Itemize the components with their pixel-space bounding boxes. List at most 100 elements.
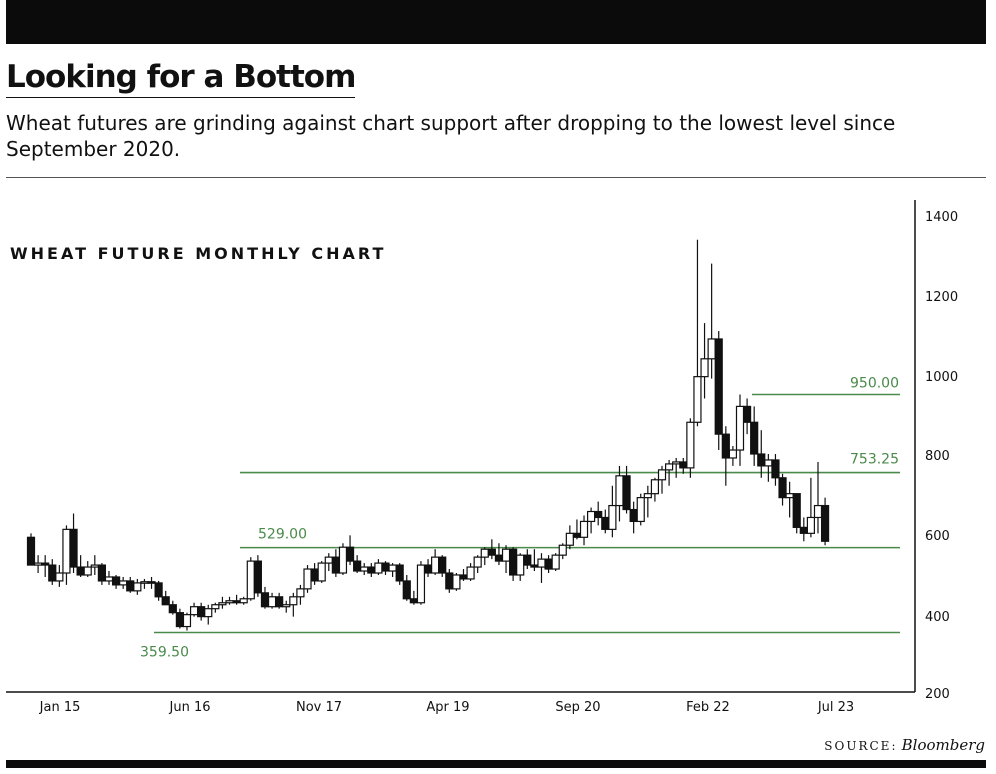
candle (601, 509, 610, 534)
candle (317, 561, 326, 583)
candle (275, 592, 284, 609)
candle-body (672, 461, 681, 465)
candle (473, 555, 482, 573)
candle (140, 578, 149, 589)
candle-body (700, 358, 709, 378)
candle-body (679, 461, 688, 469)
candle-body (360, 566, 369, 572)
candle (565, 525, 574, 550)
candle-body (154, 582, 163, 598)
candle (608, 485, 617, 538)
candle-body (225, 600, 234, 604)
candle-body (721, 433, 730, 459)
candle (395, 563, 404, 585)
candle (374, 559, 383, 575)
candle-body (83, 566, 92, 576)
candle-body (119, 580, 128, 586)
candle (650, 477, 660, 502)
candle (572, 519, 582, 540)
candle-body (367, 566, 376, 574)
candle-body (714, 338, 723, 435)
candle-body (338, 546, 348, 574)
candle-body (48, 564, 57, 582)
candle-body (345, 546, 355, 562)
candle-body (41, 562, 50, 566)
candle-body (55, 572, 64, 582)
candle (452, 573, 461, 591)
candle-body (267, 596, 277, 608)
candle-body (197, 606, 206, 618)
candle (26, 533, 36, 566)
candle-body (275, 596, 284, 608)
candle (757, 430, 766, 478)
candle (104, 571, 114, 585)
candle-body (785, 493, 794, 499)
candle (154, 580, 163, 601)
candle (119, 576, 128, 589)
candle-body (218, 602, 227, 606)
candle-body (289, 596, 298, 606)
candle-body (246, 560, 255, 600)
candle (289, 592, 298, 617)
candle (69, 513, 78, 573)
candle (296, 584, 305, 605)
candle (509, 547, 518, 581)
candle-body (310, 568, 319, 582)
candle-body (771, 459, 780, 479)
candle-body (282, 604, 291, 608)
candle-body (657, 469, 667, 481)
candle-body (90, 564, 99, 568)
candle-body (466, 566, 475, 580)
y-tick-label: 1400 (925, 210, 958, 225)
candle (693, 239, 702, 427)
candle (353, 555, 362, 573)
x-tick-label: Sep 20 (555, 700, 600, 715)
candle (416, 561, 426, 605)
candle (579, 515, 589, 546)
y-tick-label: 1200 (925, 290, 958, 305)
candle (431, 549, 440, 575)
candle-body (317, 562, 326, 582)
candle (55, 565, 64, 587)
top-bar (6, 0, 986, 44)
candle (501, 545, 511, 573)
candle-body (232, 600, 241, 604)
candle-body (423, 564, 433, 574)
candle (587, 507, 596, 534)
candle (622, 465, 631, 514)
candle-body (76, 566, 85, 576)
candle (133, 578, 142, 595)
candle-body (558, 544, 567, 556)
candle-body (204, 608, 213, 618)
candle (551, 553, 560, 572)
chart-title: WHEAT FUTURE MONTHLY CHART (10, 244, 387, 263)
candle (558, 543, 567, 560)
candle-body (806, 516, 816, 534)
page-title: Looking for a Bottom (6, 58, 356, 98)
candle (721, 426, 730, 486)
candle (487, 539, 496, 560)
candle (799, 517, 808, 542)
candle-body (523, 554, 532, 566)
candle-body (388, 564, 397, 572)
candle-body (175, 612, 184, 628)
candle (679, 457, 688, 474)
candle-body (650, 479, 660, 495)
candle-body (381, 562, 390, 572)
candle (345, 535, 355, 566)
candle-body (189, 606, 199, 616)
candle (111, 574, 121, 589)
y-axis-ticks: 1400 1200 1000 800 600 400 200 (925, 210, 958, 702)
candle-body (813, 504, 823, 519)
candle (161, 590, 170, 606)
page-subtitle: Wheat futures are grinding against chart… (6, 111, 896, 161)
candle (282, 600, 291, 613)
candle-body (579, 520, 589, 538)
candle-body (707, 338, 716, 360)
candle (735, 394, 745, 466)
candle-body (69, 528, 78, 568)
candle-body (608, 504, 617, 530)
candle-body (494, 554, 504, 562)
candle (594, 501, 603, 526)
candle (423, 559, 433, 577)
